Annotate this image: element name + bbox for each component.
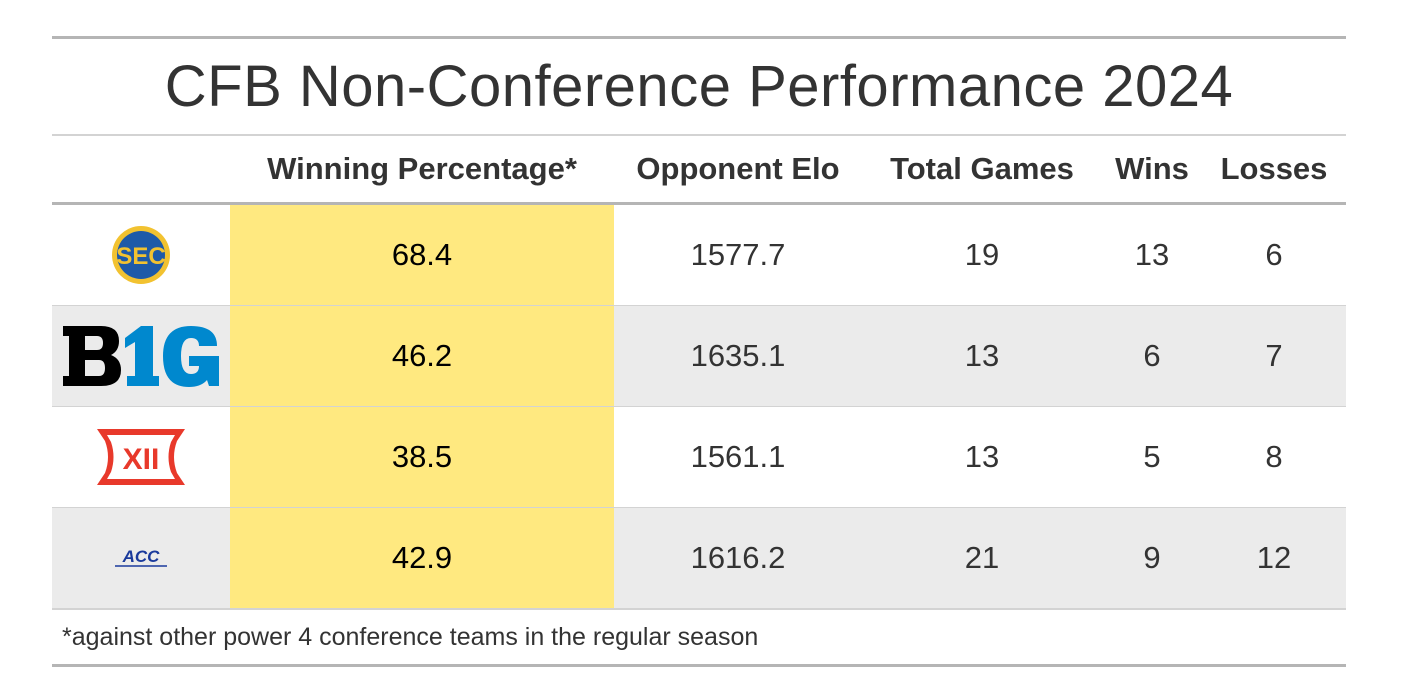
- header-rule: [52, 202, 1346, 205]
- total-games-cell: 13: [964, 338, 1000, 373]
- acc-logo: ACC: [52, 508, 230, 608]
- opponent-elo-cell: 1635.1: [690, 338, 786, 373]
- title-rule: [52, 134, 1346, 136]
- svg-text:SEC: SEC: [116, 243, 165, 270]
- header-row: Winning Percentage* Opponent Elo Total G…: [52, 136, 1346, 202]
- big12-logo: XII: [52, 407, 230, 507]
- table-row-acc: ACC 42.9 1616.2 21 9 12: [52, 507, 1346, 608]
- wins-cell: 5: [1143, 439, 1161, 474]
- svg-text:XII: XII: [123, 443, 160, 476]
- big12-logo-icon: XII: [97, 429, 185, 485]
- losses-cell: 8: [1265, 439, 1283, 474]
- losses-cell: 12: [1256, 540, 1292, 575]
- wins-cell: 13: [1134, 237, 1170, 272]
- header-losses: Losses: [1220, 151, 1328, 186]
- table-row-b1g: 46.2 1635.1 13 6 7: [52, 305, 1346, 406]
- table-title: CFB Non-Conference Performance 2024: [164, 54, 1234, 119]
- total-games-cell: 13: [964, 439, 1000, 474]
- winning-percentage-cell: 42.9: [230, 508, 614, 608]
- losses-cell: 7: [1265, 338, 1283, 373]
- sec-logo-icon: SEC: [112, 226, 170, 284]
- body-rule: [52, 608, 1346, 610]
- wins-cell: 9: [1143, 540, 1161, 575]
- table-body: SEC 68.4 1577.7 19 13 6 46.2: [52, 205, 1346, 608]
- total-games-cell: 19: [964, 237, 1000, 272]
- header-winning-percentage: Winning Percentage*: [267, 151, 577, 186]
- sec-logo: SEC: [52, 205, 230, 305]
- table: CFB Non-Conference Performance 2024 Winn…: [52, 36, 1346, 667]
- opponent-elo-cell: 1616.2: [690, 540, 786, 575]
- b1g-logo: [52, 306, 230, 406]
- winning-percentage-cell: 46.2: [230, 306, 614, 406]
- opponent-elo-cell: 1577.7: [690, 237, 786, 272]
- winning-percentage-cell: 68.4: [230, 205, 614, 305]
- svg-text:ACC: ACC: [122, 547, 161, 566]
- opponent-elo-cell: 1561.1: [690, 439, 786, 474]
- header-opponent-elo: Opponent Elo: [636, 151, 840, 186]
- footnote: *against other power 4 conference teams …: [62, 622, 759, 651]
- table-row-big12: XII 38.5 1561.1 13 5 8: [52, 406, 1346, 507]
- table-row-sec: SEC 68.4 1577.7 19 13 6: [52, 205, 1346, 305]
- header-wins: Wins: [1115, 151, 1189, 186]
- header-total-games: Total Games: [890, 151, 1074, 186]
- total-games-cell: 21: [964, 540, 1000, 575]
- wins-cell: 6: [1143, 338, 1161, 373]
- acc-logo-icon: ACC: [115, 547, 167, 567]
- bottom-rule: [52, 664, 1346, 667]
- top-rule: [52, 36, 1346, 39]
- b1g-logo-icon: [63, 326, 219, 387]
- losses-cell: 6: [1265, 237, 1283, 272]
- winning-percentage-cell: 38.5: [230, 407, 614, 507]
